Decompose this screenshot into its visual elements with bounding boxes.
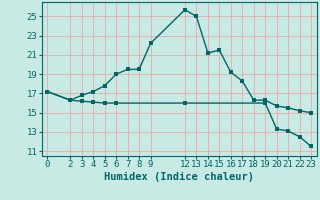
X-axis label: Humidex (Indice chaleur): Humidex (Indice chaleur) — [104, 172, 254, 182]
